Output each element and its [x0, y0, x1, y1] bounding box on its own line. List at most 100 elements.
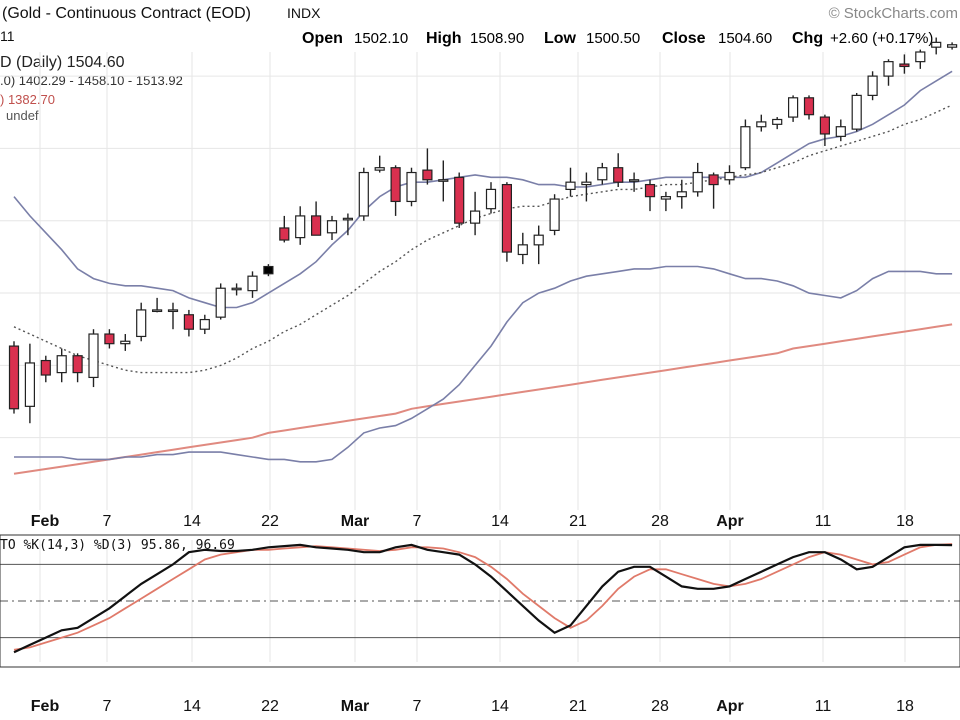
stoch-legend: TO %K(14,3) %D(3) 95.86, 96.69 [0, 538, 235, 553]
candle-body [485, 188, 497, 210]
stockcharts-watermark: © StockCharts.com [829, 5, 958, 22]
candlesticks [8, 37, 958, 424]
stoch-k-line [13, 543, 953, 654]
candle [247, 271, 258, 298]
candle-body [517, 244, 528, 256]
candle [167, 302, 179, 330]
high-label: High [426, 30, 462, 47]
exchange-label: INDX [287, 5, 321, 21]
chart-title: (Gold - Continuous Contract (EOD) [2, 5, 251, 22]
stoch-x-tick-label: Mar [341, 698, 369, 715]
candle [422, 148, 433, 185]
candle [660, 191, 672, 212]
candle [819, 114, 831, 147]
candle-body [120, 340, 131, 345]
candle-body [326, 220, 338, 234]
candle [24, 343, 35, 424]
stoch-series [13, 543, 953, 654]
candle-body [660, 196, 672, 200]
candle-body [613, 167, 624, 183]
candle-body [946, 44, 958, 48]
stoch-x-tick-label: 14 [183, 698, 201, 715]
candle [501, 182, 512, 262]
candle [756, 114, 767, 132]
candle-body [72, 355, 83, 374]
candle [772, 117, 783, 130]
candle [470, 191, 481, 236]
price-x-tick-label: 14 [491, 513, 509, 530]
stoch-x-tick-label: 11 [815, 698, 832, 715]
candle-body [899, 63, 910, 68]
candle [613, 153, 624, 187]
candle-body [533, 234, 544, 246]
candle-body [342, 217, 353, 221]
candle-body [40, 359, 51, 376]
candle [8, 341, 20, 414]
candle-body [724, 171, 735, 181]
candle-body [803, 97, 815, 116]
candle-body [24, 362, 35, 407]
date-label: 11 [0, 28, 15, 44]
candle-body [295, 215, 306, 239]
candle-body [231, 287, 242, 291]
candle [883, 59, 894, 86]
candle [295, 206, 306, 245]
candle-body [215, 287, 226, 318]
candle-body [263, 265, 274, 275]
bollinger-lower-band [14, 265, 953, 463]
price-x-tick-label: 7 [413, 513, 422, 530]
price-x-tick-label: 18 [896, 513, 914, 530]
candle [374, 155, 385, 173]
undef-legend: undef [6, 108, 39, 123]
price-x-tick-label: Apr [716, 513, 744, 530]
stoch-x-tick-label: 21 [569, 698, 587, 715]
candle-body [565, 181, 576, 191]
candle [517, 232, 528, 265]
candle [326, 215, 338, 241]
stoch-x-tick-label: 14 [491, 698, 509, 715]
candle [199, 314, 210, 335]
price-x-tick-label: 22 [261, 513, 279, 530]
price-x-tick-label: 11 [815, 513, 832, 530]
candle-body [152, 309, 163, 313]
candle-body [279, 227, 290, 241]
candle-body [406, 171, 417, 203]
candle-body [628, 179, 640, 182]
candle [835, 119, 846, 142]
candle-body [438, 179, 449, 182]
candle [549, 194, 560, 236]
candle [899, 54, 910, 74]
candle-body [644, 183, 656, 198]
candle [263, 264, 274, 277]
open-value: 1502.10 [354, 30, 408, 47]
candle [358, 167, 369, 221]
candle [72, 353, 83, 383]
candle [406, 167, 417, 207]
ma-legend: ) 1382.70 [0, 92, 55, 107]
candle-body [740, 126, 751, 169]
stoch-x-tick-label: 22 [261, 698, 279, 715]
candle [215, 283, 226, 320]
candle-body [692, 171, 703, 193]
candle [438, 160, 449, 202]
open-label: Open [302, 30, 343, 47]
candle-body [756, 121, 767, 128]
candle [676, 179, 687, 209]
low-value: 1500.50 [586, 30, 640, 47]
candle-body [56, 355, 67, 374]
chg-value: +2.60 (+0.17%) [830, 30, 933, 47]
candle-body [597, 167, 608, 181]
candle-body [358, 171, 369, 217]
candle [946, 42, 958, 50]
price-x-tick-label: 28 [651, 513, 669, 530]
candle [740, 119, 751, 171]
high-value: 1508.90 [470, 30, 524, 47]
candle-body [867, 75, 878, 96]
stoch-x-tick-label: 7 [413, 698, 422, 715]
candle [692, 162, 703, 197]
candle [152, 297, 163, 313]
candle [931, 37, 942, 55]
candle-body [374, 167, 385, 171]
low-label: Low [544, 30, 577, 47]
